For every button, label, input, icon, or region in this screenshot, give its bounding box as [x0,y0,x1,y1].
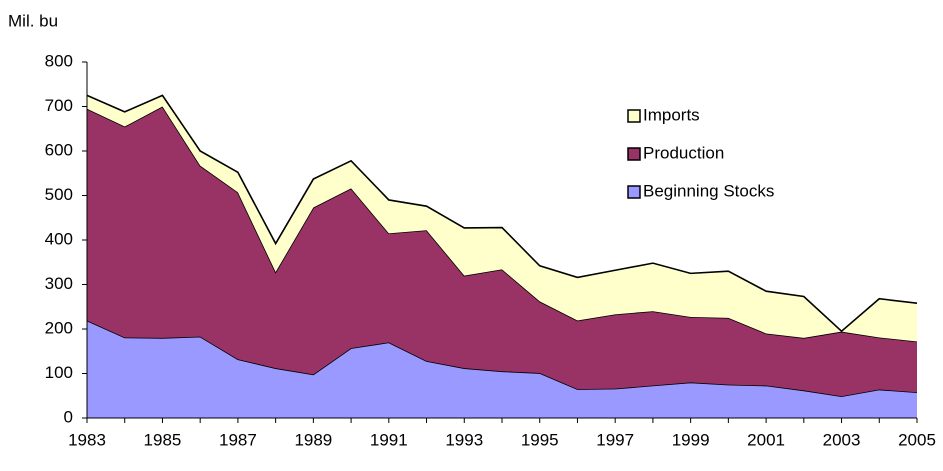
y-tick-label: 600 [45,140,73,159]
area-outline [86,94,918,333]
x-tick-label: 1995 [521,430,559,449]
y-tick-label: 400 [45,229,73,248]
area [87,95,917,342]
y-tick-label: 800 [45,51,73,70]
y-tick-label: 0 [64,407,73,426]
x-tick-label: 1983 [68,430,106,449]
x-tick-label: 2005 [898,430,936,449]
y-tick-label: 700 [45,96,73,115]
legend-label: Imports [643,105,700,124]
x-tick-label: 1987 [219,430,257,449]
x-tick-label: 1985 [144,430,182,449]
legend-label: Production [643,143,724,162]
y-tick-label: 300 [45,274,73,293]
x-tick-label: 1989 [294,430,332,449]
x-tick-label: 1999 [672,430,710,449]
area [87,320,917,418]
x-tick-label: 2003 [823,430,861,449]
y-tick-label: 500 [45,185,73,204]
legend-swatch [627,185,641,199]
y-tick-label: 200 [45,318,73,337]
y-tick-label: 100 [45,363,73,382]
y-axis-label: Mil. bu [8,11,58,30]
x-tick-label: 2001 [747,430,785,449]
legend-swatch [627,109,641,123]
x-tick-label: 1993 [445,430,483,449]
area [87,106,917,397]
legend-label: Beginning Stocks [643,181,774,200]
x-tick-label: 1997 [596,430,634,449]
legend-swatch [627,147,641,161]
x-tick-label: 1991 [370,430,408,449]
